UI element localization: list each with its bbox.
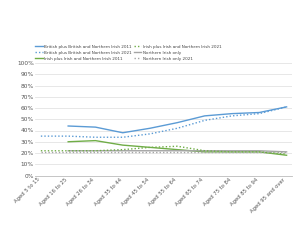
Legend: British plus British and Northern Irish 2011, British plus British and Northern : British plus British and Northern Irish … <box>35 45 221 61</box>
